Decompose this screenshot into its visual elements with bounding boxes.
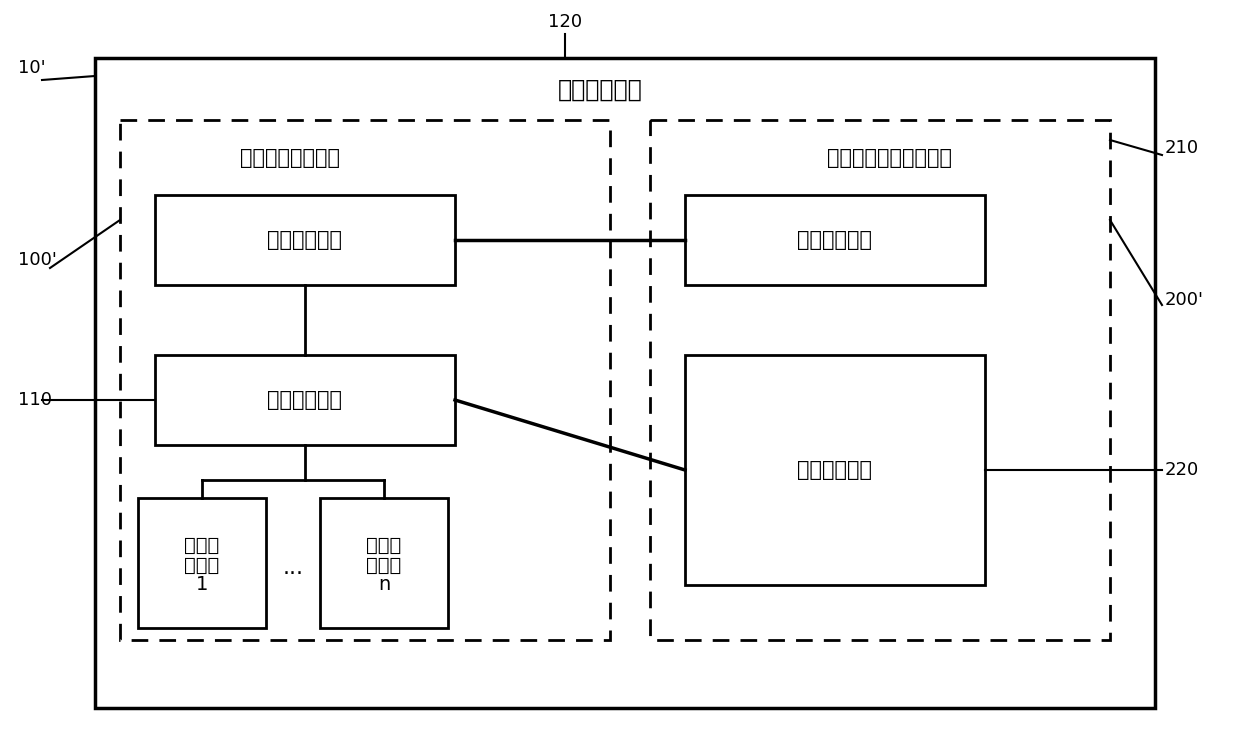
Bar (650, 120, 1110, 640)
Text: 220: 220 (1166, 461, 1199, 479)
Text: 120: 120 (548, 13, 582, 31)
Text: 能模块: 能模块 (366, 556, 402, 575)
Text: 100': 100' (19, 251, 57, 269)
Text: 应用控制模块: 应用控制模块 (268, 390, 342, 410)
Bar (120, 120, 610, 640)
Text: 实时操作系统模块: 实时操作系统模块 (241, 148, 340, 168)
Text: 10': 10' (19, 59, 46, 77)
Text: 能模块: 能模块 (185, 556, 219, 575)
Bar (138, 498, 267, 628)
Text: 硬件功: 硬件功 (366, 535, 402, 554)
Text: 车载信息终端: 车载信息终端 (558, 78, 642, 102)
Bar (684, 355, 985, 585)
Text: 200': 200' (1166, 291, 1204, 309)
Text: 110: 110 (19, 391, 52, 409)
Text: 状态监控模块: 状态监控模块 (268, 230, 342, 250)
Text: 图形界面操作系统模块: 图形界面操作系统模块 (827, 148, 952, 168)
Bar (155, 195, 455, 285)
Bar (155, 355, 455, 445)
Bar (684, 195, 985, 285)
Text: 210: 210 (1166, 139, 1199, 157)
Text: 1: 1 (196, 575, 208, 594)
Text: ...: ... (283, 558, 304, 578)
Text: 硬件功: 硬件功 (185, 535, 219, 554)
Text: 应用处理模块: 应用处理模块 (797, 460, 873, 480)
Text: n: n (378, 575, 391, 594)
Text: 启动监控模块: 启动监控模块 (797, 230, 873, 250)
Bar (95, 58, 1154, 708)
Bar (320, 498, 448, 628)
